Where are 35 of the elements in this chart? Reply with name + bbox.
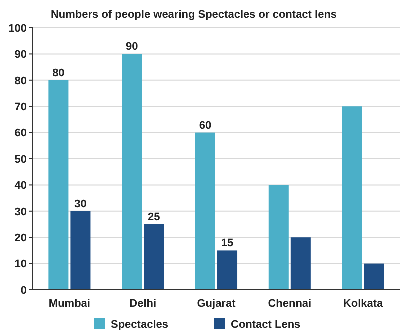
- bar: [122, 54, 142, 290]
- data-label: 60: [199, 120, 212, 132]
- x-tick-label: Chennai: [268, 298, 312, 310]
- x-tick-label: Gujarat: [197, 298, 236, 310]
- bar: [364, 264, 384, 290]
- bar: [70, 211, 91, 290]
- legend-label: Spectacles: [111, 319, 168, 331]
- y-tick-label: 90: [14, 49, 27, 62]
- data-label: 30: [74, 198, 87, 210]
- y-tick-label: 40: [14, 180, 27, 192]
- bar: [268, 185, 289, 290]
- y-tick-label: 60: [14, 128, 27, 140]
- legend-label: Contact Lens: [231, 319, 301, 331]
- y-tick-label: 100: [8, 22, 27, 35]
- bar: [342, 106, 362, 290]
- bar: [144, 224, 164, 290]
- y-tick-label: 0: [20, 284, 27, 297]
- y-tick-label: 80: [14, 75, 27, 88]
- y-tick-label: 10: [14, 258, 27, 271]
- data-label: 15: [221, 238, 234, 250]
- chart-title: Numbers of people wearing Spectacles or contact lens: [50, 9, 338, 21]
- y-tick-label: 50: [14, 154, 27, 166]
- bar: [195, 132, 216, 290]
- data-label: 25: [148, 212, 160, 224]
- x-tick-label: Delhi: [130, 298, 157, 310]
- y-tick-label: 20: [14, 232, 27, 244]
- x-tick-label: Mumbai: [48, 298, 90, 310]
- bar: [48, 80, 69, 290]
- data-label: 80: [52, 67, 65, 80]
- bar: [218, 250, 238, 290]
- y-tick-label: 70: [14, 101, 27, 114]
- bar: [290, 238, 311, 290]
- data-label: 90: [126, 41, 138, 54]
- x-tick-label: Kolkata: [343, 298, 384, 310]
- y-tick-label: 30: [14, 206, 27, 218]
